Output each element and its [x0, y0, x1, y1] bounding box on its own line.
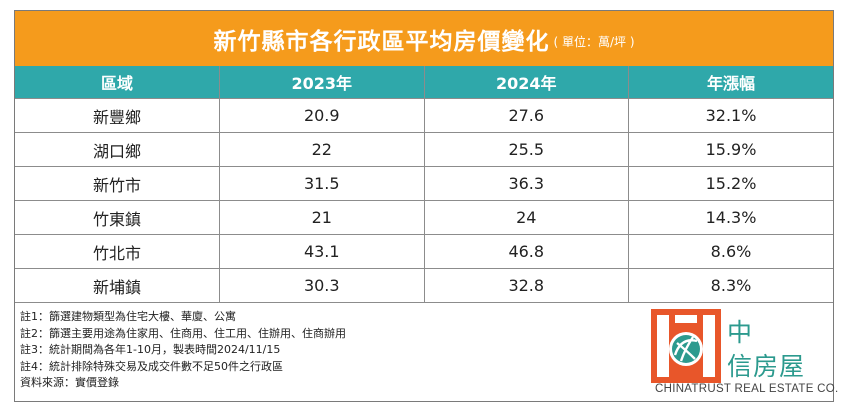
logo-name-line2: 信房屋: [727, 352, 806, 381]
cell-2023: 21: [219, 200, 425, 235]
chinatrust-logo: 中 信房屋 CHINATRUST REAL ESTATE CO.: [651, 307, 838, 399]
page-title: 新竹縣市各行政區平均房價變化: [213, 28, 550, 55]
cell-growth: 15.9%: [628, 132, 833, 167]
table-row: 新豐鄉 20.9 27.6 32.1%: [15, 98, 833, 133]
note-3: 註3：統計期間為各年1-10月，製表時間2024/11/15: [20, 343, 281, 356]
table-row: 新埔鎮 30.3 32.8 8.3%: [15, 268, 833, 303]
cell-2023: 43.1: [219, 234, 425, 269]
cell-2024: 27.6: [423, 98, 629, 133]
header-2024: 2024年: [423, 66, 629, 99]
price-change-card: 新竹縣市各行政區平均房價變化 ( 單位：萬/坪 ) 區域 2023年 2024年…: [14, 10, 838, 402]
cell-growth: 14.3%: [628, 200, 833, 235]
note-4: 註4：統計排除特殊交易及成交件數不足50件之行政區: [20, 359, 283, 373]
cell-2023: 20.9: [219, 98, 425, 133]
cell-region: 竹東鎮: [15, 200, 220, 235]
note-2: 註2：篩選主要用途為住家用、住商用、住工用、住辦用、住商辦用: [20, 326, 346, 340]
cell-region: 竹北市: [15, 234, 220, 269]
table-row: 竹北市 43.1 46.8 8.6%: [15, 234, 833, 269]
unit-label: ( 單位：萬/坪 ): [553, 35, 635, 49]
cell-growth: 32.1%: [628, 98, 833, 133]
data-source: 資料來源：實價登錄: [20, 376, 119, 389]
table-row: 湖口鄉 22 25.5 15.9%: [15, 132, 833, 167]
logo-mark-icon: [651, 309, 721, 383]
cell-2024: 32.8: [423, 268, 629, 303]
table-row: 竹東鎮 21 24 14.3%: [15, 200, 833, 235]
footnotes: 註1：篩選建物類型為住宅大樓、華廈、公寓 註2：篩選主要用途為住家用、住商用、住…: [20, 309, 346, 392]
cell-region: 新竹市: [15, 166, 220, 201]
logo-name-line1: 中: [727, 318, 754, 347]
cell-region: 新豐鄉: [15, 98, 220, 133]
logo-english-name: CHINATRUST REAL ESTATE CO.: [655, 383, 839, 395]
header-2023: 2023年: [219, 66, 425, 99]
title-bar: 新竹縣市各行政區平均房價變化 ( 單位：萬/坪 ): [15, 11, 833, 66]
cell-2024: 25.5: [423, 132, 629, 167]
cell-region: 湖口鄉: [15, 132, 220, 167]
cell-2024: 36.3: [423, 166, 629, 201]
cell-growth: 15.2%: [628, 166, 833, 201]
table-row: 新竹市 31.5 36.3 15.2%: [15, 166, 833, 201]
cell-2023: 31.5: [219, 166, 425, 201]
cell-growth: 8.6%: [628, 234, 833, 269]
price-table: 區域 2023年 2024年 年漲幅 新豐鄉 20.9 27.6 32.1% 湖…: [15, 66, 833, 303]
cell-region: 新埔鎮: [15, 268, 220, 303]
table-header-row: 區域 2023年 2024年 年漲幅: [15, 66, 833, 99]
note-1: 註1：篩選建物類型為住宅大樓、華廈、公寓: [20, 310, 236, 323]
cell-2023: 22: [219, 132, 425, 167]
header-growth: 年漲幅: [628, 66, 833, 99]
header-region: 區域: [15, 66, 220, 99]
cell-2024: 46.8: [423, 234, 629, 269]
cell-2023: 30.3: [219, 268, 425, 303]
cell-2024: 24: [423, 200, 629, 235]
cell-growth: 8.3%: [628, 268, 833, 303]
